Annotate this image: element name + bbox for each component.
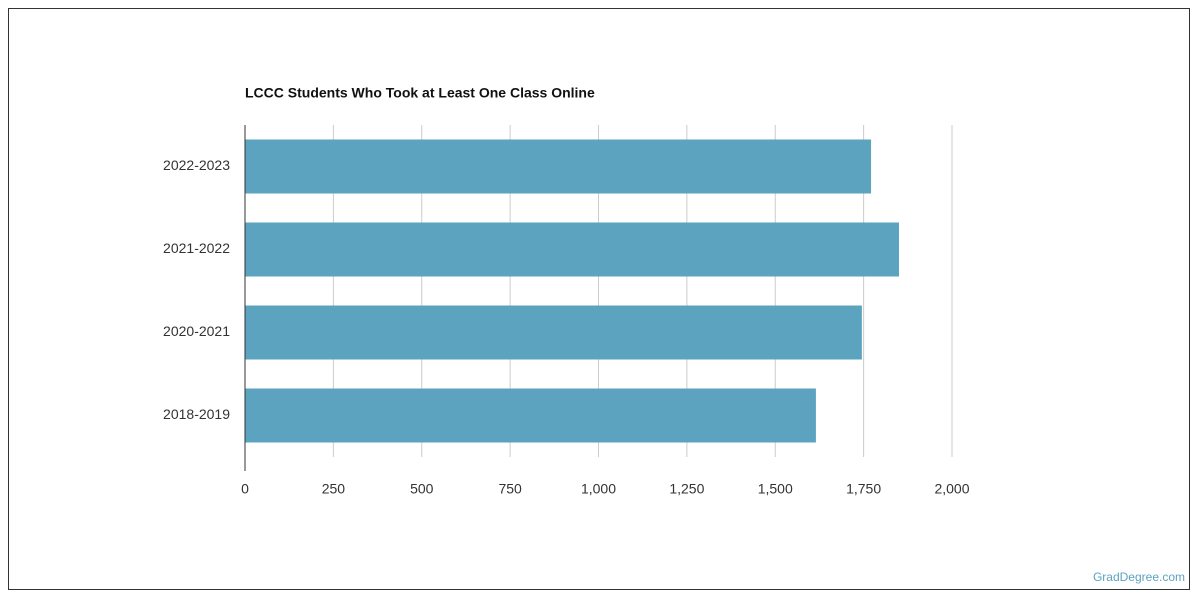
bar: [245, 388, 816, 443]
x-tick-label: 250: [322, 481, 346, 497]
x-tick-label: 2,000: [934, 481, 969, 497]
x-tick-label: 0: [241, 481, 249, 497]
y-tick-label: 2018-2019: [163, 406, 230, 422]
x-tick-label: 1,250: [669, 481, 704, 497]
x-tick-label: 1,500: [758, 481, 793, 497]
bar: [245, 139, 872, 194]
x-tick-label: 750: [498, 481, 522, 497]
x-tick-label: 1,750: [846, 481, 881, 497]
y-tick-label: 2022-2023: [163, 157, 230, 173]
chart-title: LCCC Students Who Took at Least One Clas…: [245, 85, 595, 101]
y-tick-label: 2021-2022: [163, 240, 230, 256]
bar: [245, 305, 862, 360]
source[interactable]: GradDegree.com: [1093, 570, 1185, 584]
frame: [8, 8, 1190, 590]
y-tick-label: 2020-2021: [163, 323, 230, 339]
x-tick-label: 500: [410, 481, 434, 497]
bar: [245, 222, 899, 277]
x-tick-label: 1,000: [581, 481, 616, 497]
